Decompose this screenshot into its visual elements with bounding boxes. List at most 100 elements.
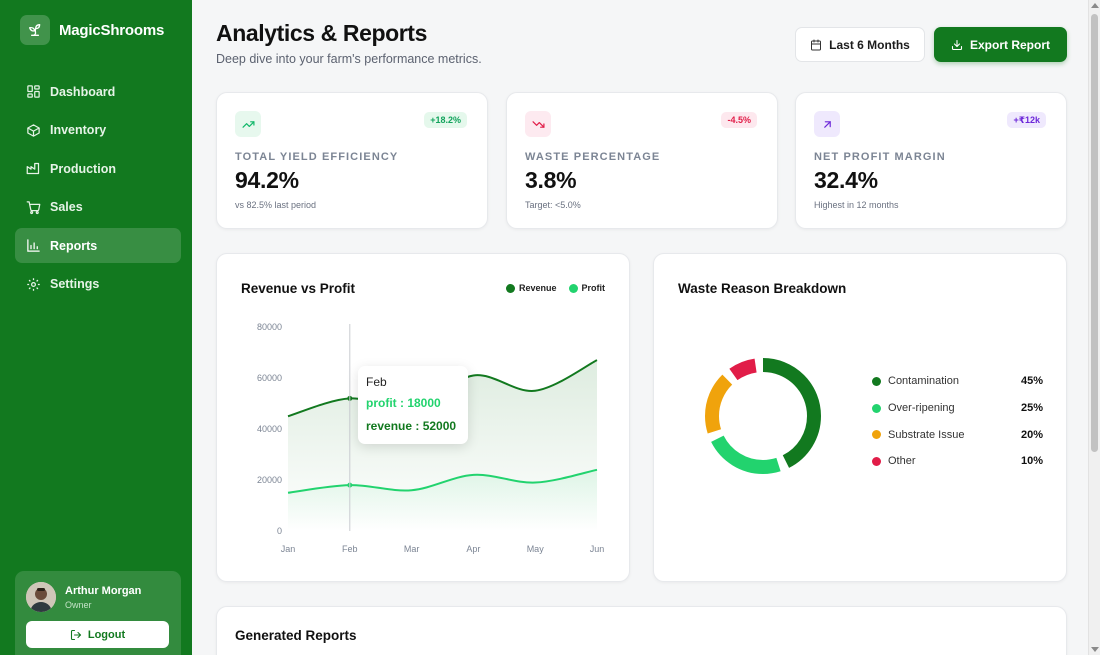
legend-row-other[interactable]: Other 10% bbox=[872, 448, 1043, 475]
user-card: Arthur Morgan Owner Logout bbox=[15, 571, 181, 655]
x-tick-label: Mar bbox=[404, 544, 420, 554]
legend-row-over-ripening[interactable]: Over-ripening 25% bbox=[872, 395, 1043, 422]
donut-slice-substrate-issue[interactable] bbox=[705, 358, 821, 474]
trending-down-icon bbox=[525, 111, 551, 137]
waste-breakdown-card: Waste Reason Breakdown bbox=[653, 253, 1067, 582]
sidebar-item-label: Settings bbox=[50, 277, 100, 291]
tooltip-title: Feb bbox=[366, 375, 387, 389]
legend-label: Over-ripening bbox=[888, 402, 955, 415]
chart-legend: Revenue Profit bbox=[505, 283, 606, 293]
kpi-note: Highest in 12 months bbox=[814, 200, 899, 210]
page-subtitle: Deep dive into your farm's performance m… bbox=[216, 52, 482, 66]
legend-label: Contamination bbox=[888, 375, 959, 388]
calendar-icon bbox=[811, 39, 822, 50]
sidebar-item-label: Sales bbox=[50, 200, 83, 214]
sidebar-item-sales[interactable]: Sales bbox=[15, 190, 181, 225]
donut-slice-over-ripening[interactable] bbox=[705, 358, 821, 474]
sidebar-item-label: Production bbox=[50, 161, 116, 176]
date-range-button[interactable]: Last 6 Months bbox=[795, 27, 925, 62]
legend-row-contamination[interactable]: Contamination 45% bbox=[872, 368, 1043, 395]
arrow-up-right-icon bbox=[814, 111, 840, 137]
series-line-profit[interactable] bbox=[287, 468, 598, 494]
kpi-card-yield: +18.2% Total Yield Efficiency 94.2% vs 8… bbox=[216, 92, 488, 229]
waste-legend: Contamination 45% Over-ripening 25% Subs… bbox=[872, 368, 1043, 475]
sidebar-item-dashboard[interactable]: Dashboard bbox=[15, 74, 181, 109]
legend-label: Other bbox=[888, 455, 916, 468]
avatar[interactable] bbox=[26, 582, 56, 612]
legend-item-profit[interactable]: Profit bbox=[568, 283, 606, 293]
y-tick-label: 0 bbox=[277, 526, 282, 536]
kpi-value: 94.2% bbox=[235, 167, 299, 193]
kpi-note: vs 82.5% last period bbox=[235, 200, 317, 210]
legend-value: 20% bbox=[1020, 428, 1043, 441]
kpi-value: 3.8% bbox=[525, 167, 577, 193]
x-tick-label: Jan bbox=[281, 544, 296, 554]
section-title: Generated Reports bbox=[235, 628, 357, 643]
scroll-down-icon[interactable] bbox=[1091, 647, 1099, 652]
waste-donut-chart[interactable] bbox=[690, 345, 840, 485]
sidebar-item-label: Dashboard bbox=[50, 84, 116, 99]
area-fill-profit bbox=[288, 469, 597, 531]
y-tick-label: 40000 bbox=[257, 424, 282, 434]
x-tick-label: May bbox=[527, 544, 545, 554]
kpi-badge: +18.2% bbox=[424, 112, 467, 128]
box-icon bbox=[27, 123, 40, 137]
legend-swatch bbox=[505, 283, 515, 293]
tooltip-profit: profit : 18000 bbox=[366, 396, 441, 410]
kpi-value: 32.4% bbox=[814, 167, 878, 193]
legend-swatch bbox=[872, 430, 881, 440]
y-tick-label: 60000 bbox=[257, 373, 282, 383]
legend-swatch bbox=[872, 376, 881, 386]
sidebar-item-reports[interactable]: Reports bbox=[15, 228, 181, 263]
sidebar-item-label: Inventory bbox=[50, 123, 107, 137]
kpi-label: Total Yield Efficiency bbox=[235, 151, 399, 163]
legend-label: Profit bbox=[581, 283, 606, 293]
y-tick-label: 20000 bbox=[257, 475, 282, 485]
legend-value: 25% bbox=[1020, 402, 1043, 415]
page-title: Analytics & Reports bbox=[216, 20, 427, 46]
logout-icon bbox=[70, 629, 81, 640]
legend-swatch bbox=[872, 456, 881, 466]
gear-icon bbox=[27, 277, 40, 291]
x-tick-label: Feb bbox=[342, 544, 358, 554]
x-tick-label: Apr bbox=[466, 544, 480, 554]
legend-item-revenue[interactable]: Revenue bbox=[505, 283, 557, 293]
sidebar-item-inventory[interactable]: Inventory bbox=[15, 113, 181, 148]
sidebar-item-production[interactable]: Production bbox=[15, 151, 181, 186]
legend-value: 10% bbox=[1020, 455, 1043, 468]
chart-title: Revenue vs Profit bbox=[241, 281, 356, 296]
chart-tooltip: Feb profit : 18000 revenue : 52000 bbox=[358, 366, 468, 444]
logout-label: Logout bbox=[87, 628, 126, 641]
legend-value: 45% bbox=[1020, 375, 1043, 388]
sidebar-nav: Dashboard Inventory Production Sales Rep… bbox=[15, 74, 181, 305]
export-report-button[interactable]: Export Report bbox=[934, 27, 1067, 62]
bar-chart-icon bbox=[27, 239, 40, 252]
sprout-icon bbox=[20, 15, 50, 45]
user-name: Arthur Morgan bbox=[65, 585, 142, 597]
scroll-up-icon[interactable] bbox=[1091, 3, 1099, 8]
legend-label: Revenue bbox=[518, 283, 557, 293]
tooltip-revenue: revenue : 52000 bbox=[366, 419, 457, 433]
page-scrollbar[interactable] bbox=[1088, 0, 1100, 655]
chart-title: Waste Reason Breakdown bbox=[678, 281, 847, 296]
cart-icon bbox=[26, 200, 41, 214]
grid-icon bbox=[27, 85, 40, 98]
brand[interactable]: MagicShrooms bbox=[20, 15, 164, 45]
download-icon bbox=[951, 39, 963, 50]
kpi-card-waste: -4.5% Waste Percentage 3.8% Target: <5.0… bbox=[506, 92, 778, 229]
legend-row-substrate-issue[interactable]: Substrate Issue 20% bbox=[872, 421, 1043, 448]
generated-reports-card: Generated Reports bbox=[216, 606, 1067, 655]
kpi-label: Net Profit Margin bbox=[814, 151, 946, 163]
date-range-label: Last 6 Months bbox=[829, 37, 910, 52]
donut-slice-contamination[interactable] bbox=[705, 358, 821, 474]
y-tick-label: 80000 bbox=[257, 322, 282, 332]
legend-label: Substrate Issue bbox=[888, 428, 965, 441]
kpi-badge: -4.5% bbox=[721, 112, 757, 128]
app-name: MagicShrooms bbox=[59, 21, 165, 39]
kpi-note: Target: <5.0% bbox=[525, 200, 581, 210]
kpi-card-profit-margin: +₹12k Net Profit Margin 32.4% Highest in… bbox=[795, 92, 1067, 229]
sidebar-item-settings[interactable]: Settings bbox=[15, 267, 181, 302]
scroll-thumb[interactable] bbox=[1091, 14, 1098, 452]
sidebar: MagicShrooms Dashboard Inventory Product… bbox=[0, 0, 192, 655]
logout-button[interactable]: Logout bbox=[26, 621, 169, 648]
